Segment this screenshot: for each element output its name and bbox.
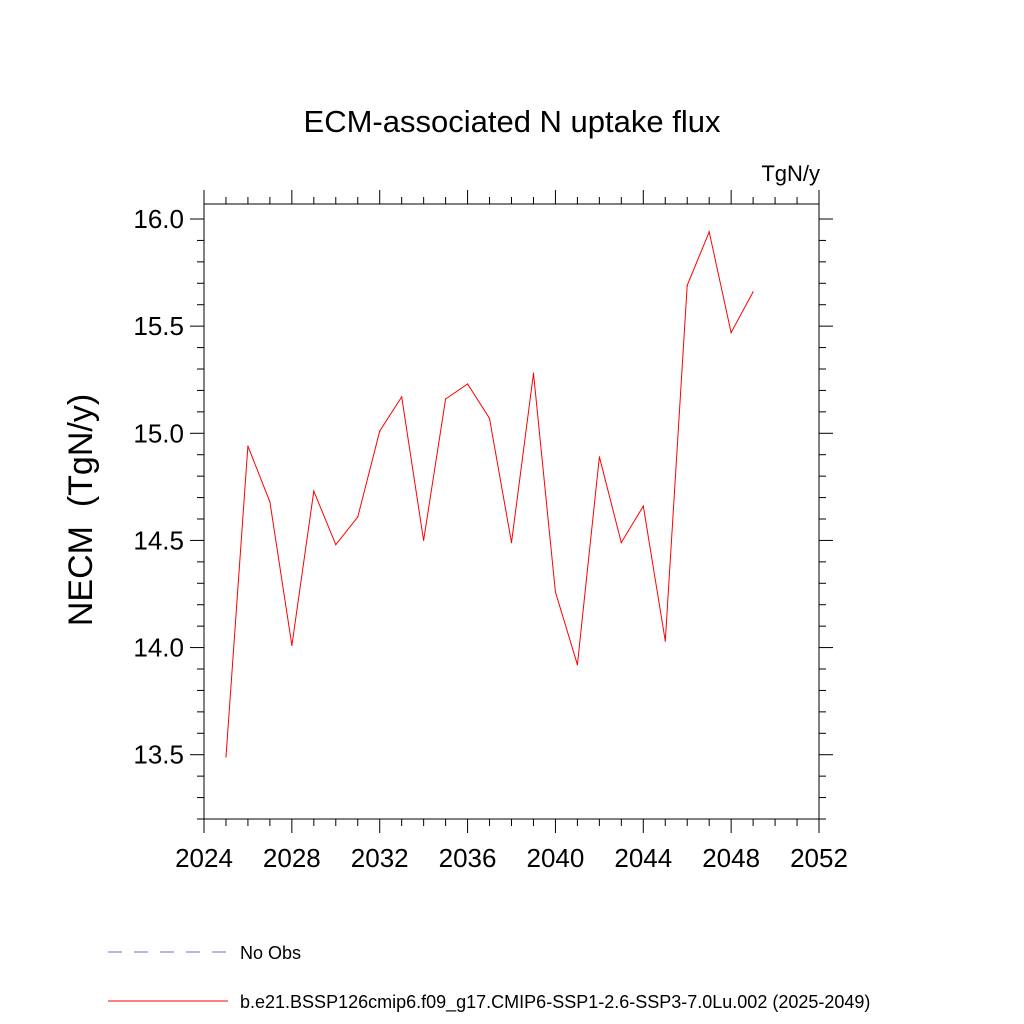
data-point — [445, 398, 447, 400]
y-tick-label: 13.5 — [133, 740, 184, 770]
data-point — [598, 456, 600, 458]
data-point — [510, 541, 513, 544]
data-point — [466, 383, 469, 385]
units-label: TgN/y — [761, 161, 820, 186]
x-tick-label: 2044 — [614, 843, 672, 873]
data-point — [423, 539, 425, 542]
y-tick-label: 15.0 — [133, 418, 184, 448]
axis-ticks — [190, 190, 833, 833]
chart-title: ECM-associated N uptake flux — [304, 104, 721, 139]
data-point — [225, 756, 227, 758]
series-line — [225, 230, 754, 757]
y-tick-label: 16.0 — [133, 204, 184, 234]
x-tick-label: 2048 — [702, 843, 760, 873]
data-point — [401, 396, 403, 398]
data-point — [708, 231, 710, 233]
data-point — [247, 445, 249, 447]
legend-label: No Obs — [240, 943, 301, 963]
tick-labels: 2024 2028 2032 2036 2040 2044 2048 2052 13.5 14.0… — [133, 204, 848, 873]
data-point — [335, 544, 337, 546]
data-point — [576, 664, 578, 666]
x-tick-label: 2032 — [351, 843, 409, 873]
data-point — [269, 501, 271, 503]
x-tick-label: 2036 — [439, 843, 497, 873]
x-tick-label: 2024 — [175, 843, 233, 873]
x-tick-label: 2028 — [263, 843, 321, 873]
series-layer — [225, 230, 754, 758]
data-point — [291, 644, 293, 647]
data-point — [488, 417, 491, 419]
y-tick-label: 14.0 — [133, 633, 184, 663]
x-tick-label: 2040 — [527, 843, 585, 873]
legend-label: b.e21.BSSP126cmip6.f09_g17.CMIP6-SSP1-2.… — [240, 992, 870, 1013]
plot-frame — [203, 203, 820, 820]
y-tick-label: 14.5 — [133, 525, 184, 555]
data-point — [554, 591, 557, 593]
data-point — [752, 291, 754, 293]
data-point — [357, 516, 359, 518]
data-point — [620, 541, 622, 544]
data-point — [379, 430, 381, 432]
legend: No Obs b.e21.BSSP126cmip6.f09_g17.CMIP6-S… — [108, 943, 870, 1013]
data-point — [532, 372, 535, 374]
data-point — [686, 284, 688, 287]
data-point — [642, 505, 644, 507]
data-point — [730, 331, 732, 334]
data-point — [664, 640, 666, 642]
y-tick-label: 15.5 — [133, 311, 184, 341]
data-point — [313, 490, 315, 492]
x-tick-label: 2052 — [790, 843, 848, 873]
y-axis-label: NECM (TgN/y) — [62, 394, 100, 626]
